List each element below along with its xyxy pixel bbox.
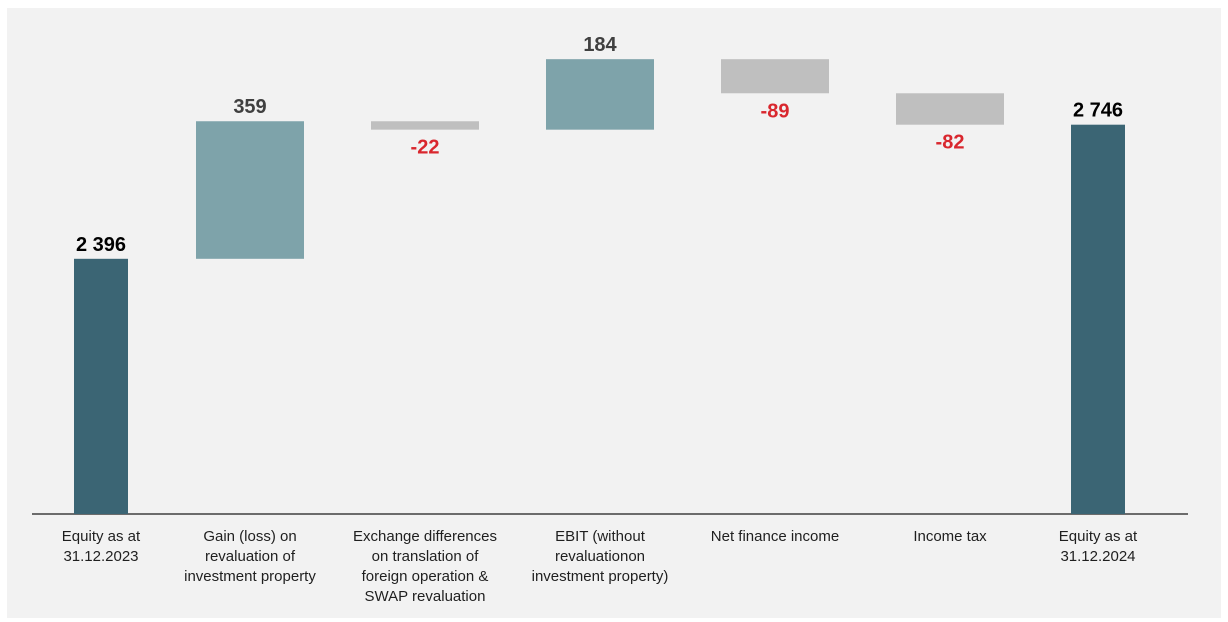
data-label: -22 [411, 137, 440, 159]
bar-decrease [721, 59, 829, 94]
bar-increase [546, 59, 654, 130]
category-label: Gain (loss) on revaluation of investment… [184, 528, 316, 585]
bar-increase [196, 121, 304, 259]
bar-decrease [896, 93, 1004, 125]
category-label: Net finance income [710, 528, 840, 545]
category-label: Equity as at 31.12.2024 [1058, 528, 1138, 565]
bar-total [74, 258, 128, 514]
bar-total [1071, 124, 1125, 514]
data-label: 359 [233, 96, 266, 118]
data-label: 2 396 [76, 234, 126, 256]
category-label: Exchange differences on translation of f… [353, 528, 497, 605]
data-label: 2 746 [1073, 100, 1123, 122]
data-label: -82 [936, 132, 965, 154]
data-label: 184 [583, 34, 617, 56]
category-label: EBIT (without revaluationon investment p… [531, 528, 669, 585]
bar-decrease [371, 121, 479, 130]
category-label: Equity as at 31.12.2023 [61, 528, 141, 565]
data-label: -89 [761, 100, 790, 122]
category-label: Income tax [913, 528, 987, 545]
